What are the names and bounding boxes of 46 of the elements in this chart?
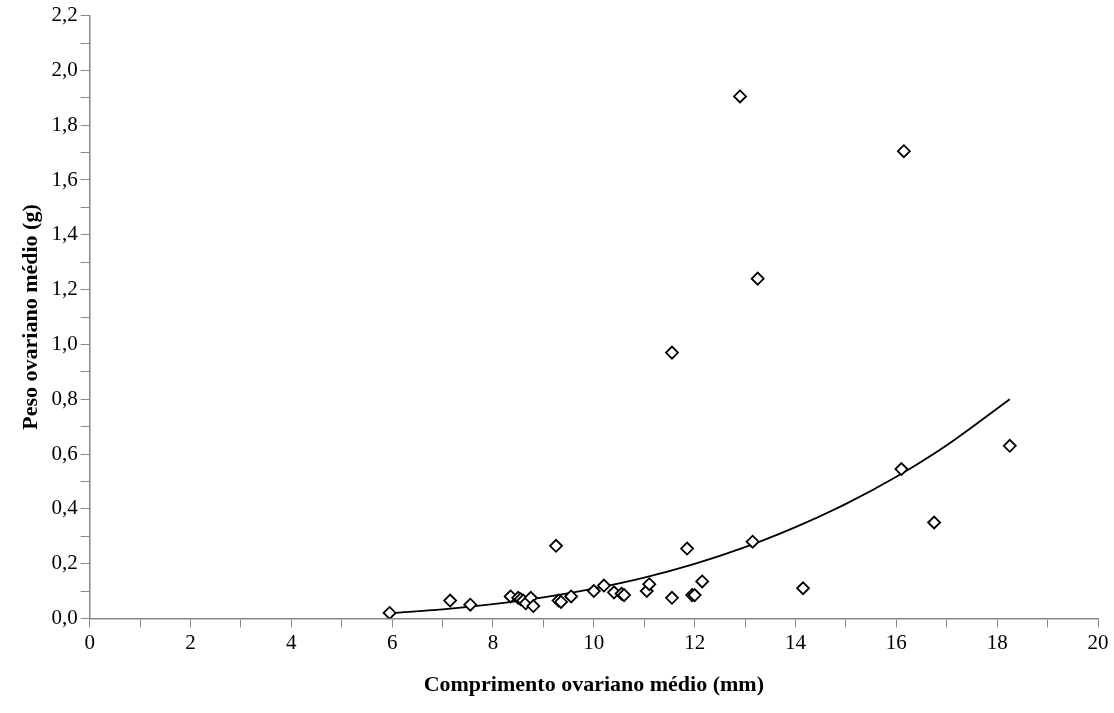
x-tick-label: 16 bbox=[885, 629, 907, 654]
point bbox=[564, 589, 579, 604]
point bbox=[733, 89, 747, 104]
point bbox=[796, 581, 810, 596]
x-tick-label: 14 bbox=[784, 629, 807, 654]
point bbox=[586, 584, 601, 598]
y-tick-label: 1,6 bbox=[51, 166, 78, 191]
y-tick-label: 2,2 bbox=[51, 2, 78, 27]
y-tick-label: 0,8 bbox=[51, 385, 78, 410]
point bbox=[597, 578, 611, 593]
point bbox=[894, 462, 909, 476]
y-axis-title: Peso ovariano médio (g) bbox=[16, 204, 42, 430]
point bbox=[896, 144, 911, 159]
point bbox=[665, 590, 679, 605]
point bbox=[745, 534, 760, 549]
x-tick-label: 12 bbox=[684, 629, 706, 654]
y-tick-label: 1,4 bbox=[51, 221, 79, 246]
point bbox=[927, 515, 942, 530]
y-tick-label: 0,0 bbox=[51, 604, 78, 629]
point bbox=[382, 606, 397, 619]
x-tick-label: 18 bbox=[986, 629, 1008, 654]
y-tick-label: 0,6 bbox=[51, 440, 78, 465]
y-tick-label: 2,0 bbox=[51, 56, 78, 81]
point bbox=[1002, 438, 1017, 453]
x-tick-label: 6 bbox=[386, 629, 398, 654]
x-tick-label: 10 bbox=[583, 629, 605, 654]
y-tick-label: 0,2 bbox=[51, 550, 78, 575]
point bbox=[463, 597, 478, 612]
y-tick-label: 1,2 bbox=[51, 276, 78, 301]
x-tick-label: 4 bbox=[286, 629, 298, 654]
y-tick-label: 0,4 bbox=[51, 495, 79, 520]
x-axis-title: Comprimento ovariano médio (mm) bbox=[423, 671, 764, 697]
x-tick-label: 8 bbox=[487, 629, 499, 654]
point bbox=[750, 271, 765, 286]
y-tick-label: 1,8 bbox=[51, 111, 78, 136]
point bbox=[526, 599, 541, 613]
point bbox=[695, 574, 710, 589]
x-tick-label: 0 bbox=[84, 629, 95, 654]
y-tick-label: 1,0 bbox=[51, 330, 78, 355]
point bbox=[665, 345, 679, 360]
x-tick-label: 2 bbox=[185, 629, 196, 654]
x-tick-label: 20 bbox=[1087, 629, 1109, 654]
point bbox=[680, 541, 694, 556]
point bbox=[443, 593, 458, 608]
point bbox=[549, 538, 563, 553]
point bbox=[642, 577, 657, 592]
